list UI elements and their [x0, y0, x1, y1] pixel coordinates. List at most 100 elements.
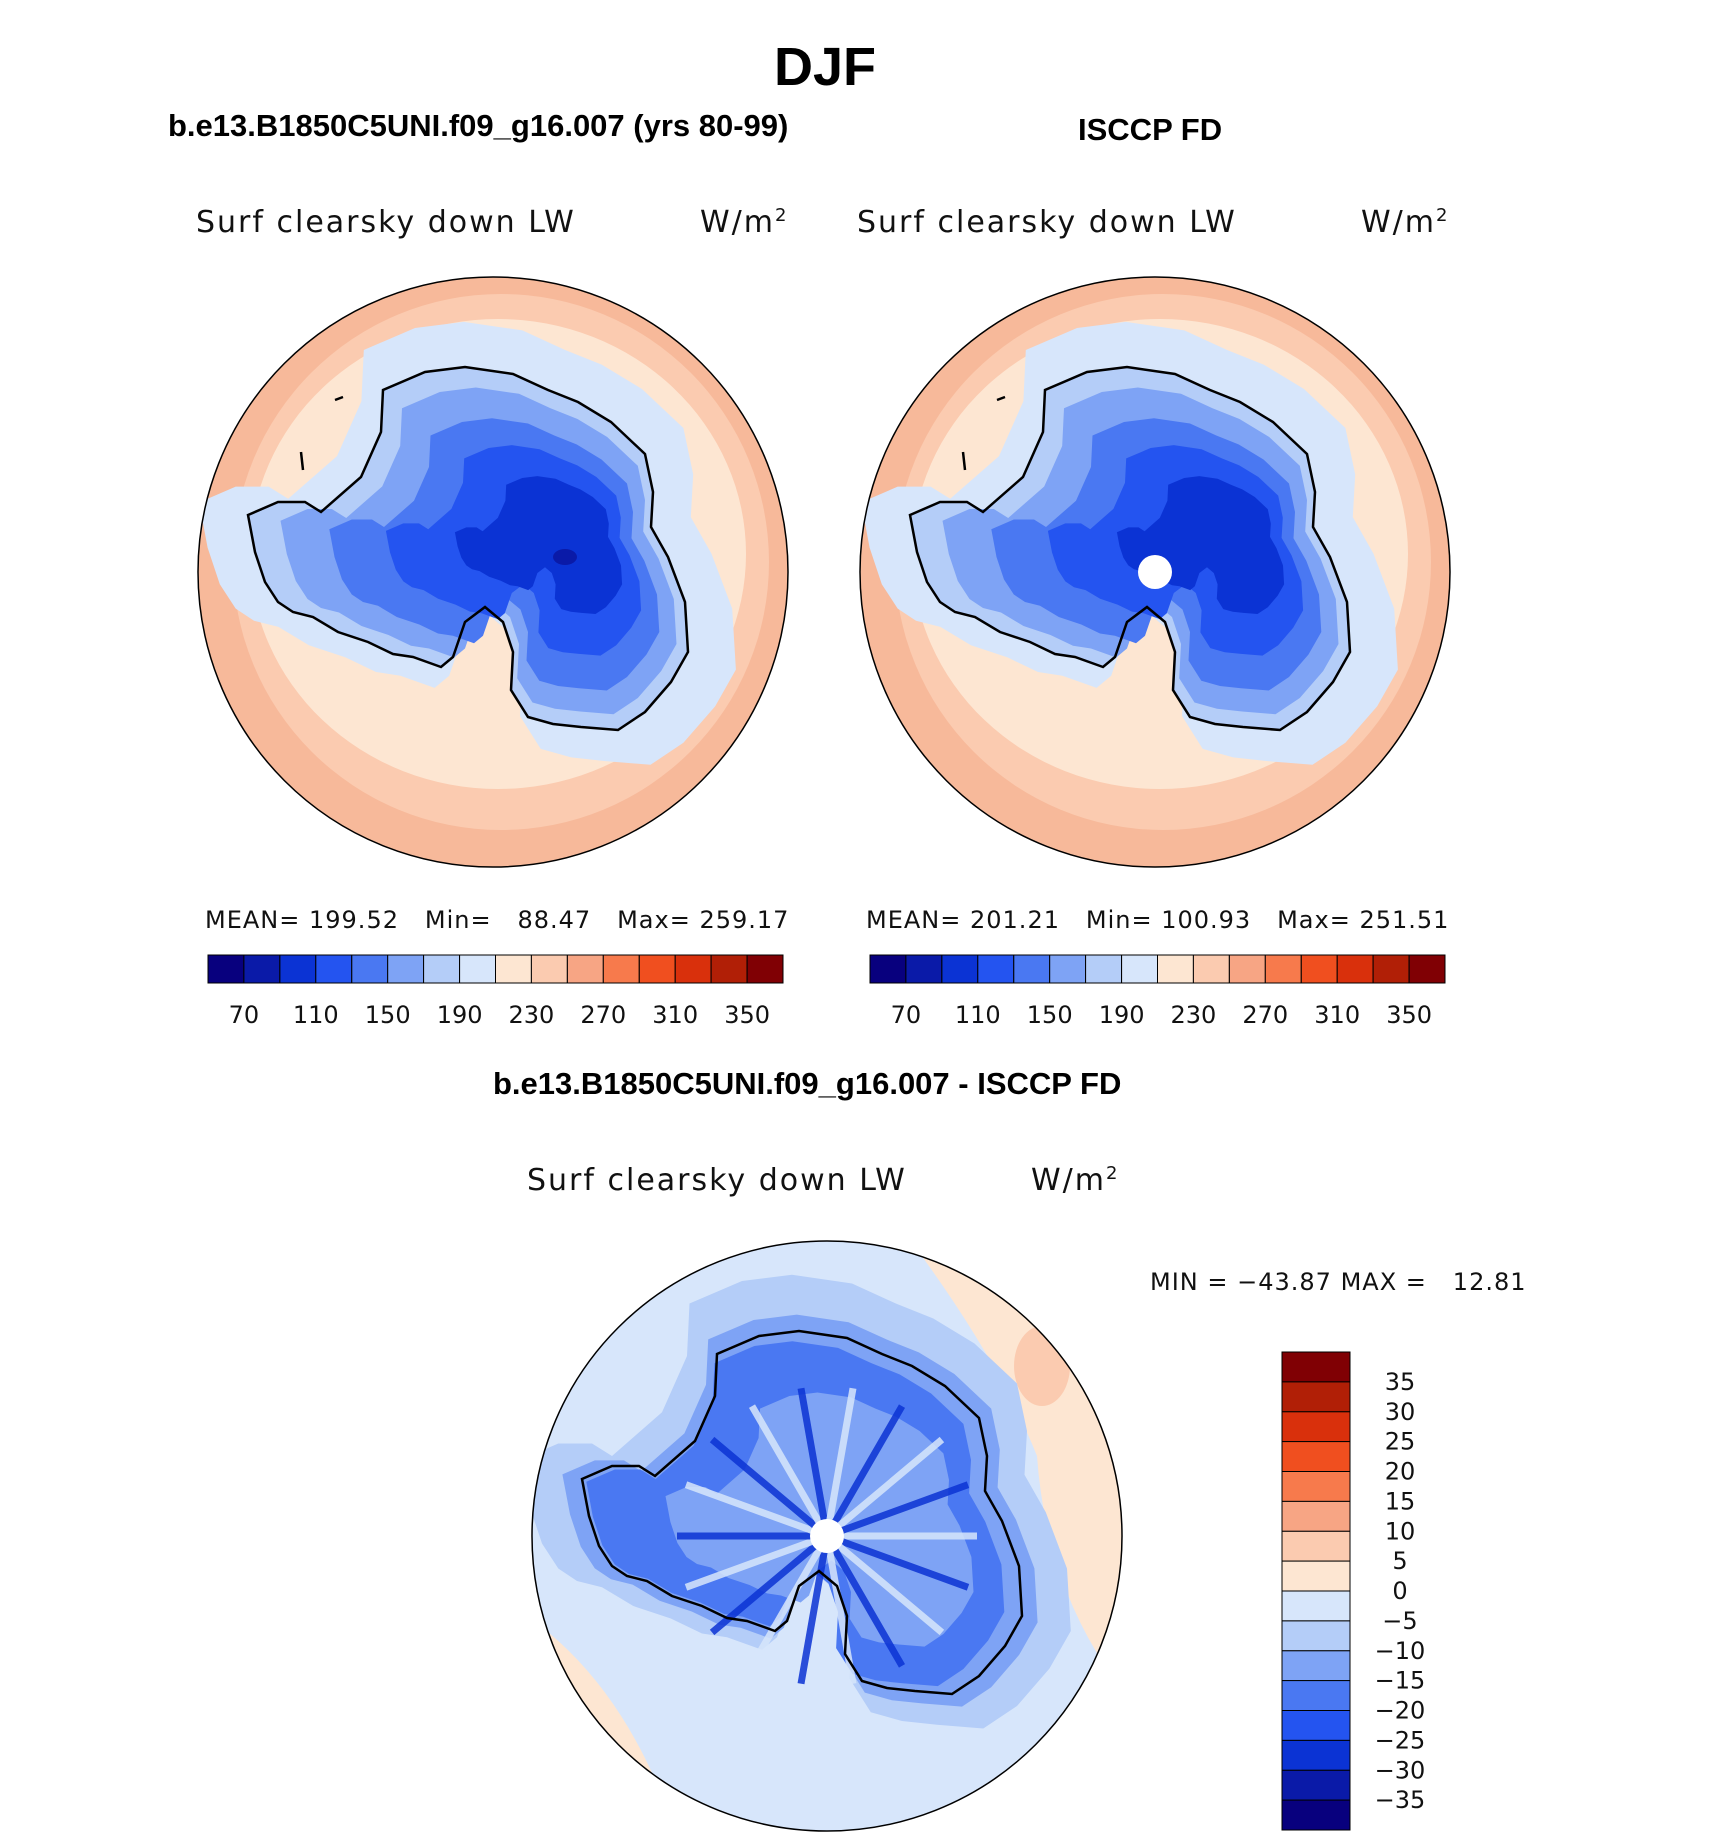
colorbar-box [1281, 1620, 1351, 1652]
colorbar-label: 150 [365, 1001, 411, 1029]
colorbar-box [1192, 954, 1230, 984]
radial-streak [797, 1535, 831, 1685]
colorbar-box [1281, 1351, 1351, 1383]
diff-units-label: W/m2 [1031, 1163, 1120, 1198]
radial-streak [824, 1533, 945, 1636]
map-border [531, 1240, 1123, 1832]
model-stats: MEAN= 199.52 Min= 88.47 Max= 259.17 [205, 906, 790, 934]
colorbar-box [279, 954, 317, 984]
colorbar-label: 150 [1027, 1001, 1073, 1029]
colorbar-box [1264, 954, 1302, 984]
colorbar-box [1281, 1590, 1351, 1622]
pole-hole [810, 1519, 844, 1553]
colorbar-label: 20 [1385, 1458, 1416, 1486]
colorbar-label: −25 [1375, 1726, 1426, 1754]
colorbar-label: 350 [724, 1001, 770, 1029]
colorbar-label: 0 [1392, 1577, 1407, 1605]
colorbar-label: −30 [1375, 1756, 1426, 1784]
colorbar-label: 190 [437, 1001, 483, 1029]
colorbar-label: 230 [1170, 1001, 1216, 1029]
colorbar-box [495, 954, 532, 984]
obs-units-label: W/m2 [1361, 205, 1450, 240]
colorbar-box [351, 954, 389, 984]
diff-stats: MIN = −43.87 MAX = 12.81 [1150, 1268, 1527, 1296]
radial-streak [709, 1533, 830, 1636]
colorbar-label: −20 [1375, 1697, 1426, 1725]
ice-interior [454, 476, 623, 614]
colorbar-box [1408, 954, 1446, 984]
colorbar-box [1281, 1471, 1351, 1502]
colorbar-box [1281, 1799, 1351, 1831]
radial-streak [684, 1532, 829, 1591]
map-border [859, 276, 1451, 868]
colorbar-label: 230 [508, 1001, 554, 1029]
radial-streak [825, 1532, 970, 1591]
model-map [198, 277, 788, 867]
coastline [246, 365, 690, 732]
colorbar-label: 10 [1385, 1517, 1416, 1545]
colorbar-label: 310 [652, 1001, 698, 1029]
colorbar-box [1157, 954, 1194, 984]
colorbar-box [602, 954, 640, 984]
model-units-label: W/m2 [700, 205, 789, 240]
colorbar-box [1281, 1680, 1351, 1711]
colorbar-label: 25 [1385, 1428, 1416, 1456]
colorbar-label: 190 [1099, 1001, 1145, 1029]
colorbar-box [1300, 954, 1338, 984]
diff-variable-label: Surf clearsky down LW [527, 1163, 907, 1198]
model-panel-title: b.e13.B1850C5UNI.f09_g16.007 (yrs 80-99) [168, 108, 789, 143]
colorbar-label: 350 [1386, 1001, 1432, 1029]
colorbar-label: 70 [229, 1001, 260, 1029]
obs-panel-title: ISCCP FD [1078, 112, 1223, 147]
colorbar-box [1281, 1381, 1351, 1413]
colorbar-box [459, 954, 497, 984]
colorbar-box [1121, 954, 1158, 984]
model-colorbar: 70 110 150 190 230 270 310 350 [207, 954, 784, 1029]
colorbar-box [566, 954, 604, 984]
colorbar-label: 270 [580, 1001, 626, 1029]
interior-minimum [553, 549, 577, 565]
ice-interior [1116, 476, 1285, 614]
obs-map [860, 277, 1450, 867]
colorbar-box [638, 954, 676, 984]
radial-streak [709, 1436, 830, 1539]
colorbar-box [1281, 1710, 1351, 1741]
colorbar-box [1281, 1560, 1351, 1592]
radial-streak [684, 1481, 829, 1540]
colorbar-label: 110 [293, 1001, 339, 1029]
radial-streak [823, 1404, 906, 1538]
radial-streak [748, 1534, 831, 1668]
obs-variable-label: Surf clearsky down LW [857, 205, 1237, 240]
colorbar-box [869, 954, 907, 984]
colorbar-label: −15 [1375, 1667, 1426, 1695]
colorbar-label: −5 [1382, 1607, 1417, 1635]
radial-streak [797, 1387, 831, 1537]
colorbar-box [1336, 954, 1374, 984]
radial-streak [823, 1387, 857, 1537]
obs-stats: MEAN= 201.21 Min= 100.93 Max= 251.51 [866, 906, 1450, 934]
colorbar-box [674, 954, 712, 984]
figure-title: DJF [773, 37, 876, 97]
colorbar-box [1281, 1769, 1351, 1801]
obs-colorbar: 70 110 150 190 230 270 310 350 [869, 954, 1446, 1029]
colorbar-box [387, 954, 425, 984]
map-border [197, 276, 789, 868]
model-variable-label: Surf clearsky down LW [196, 205, 576, 240]
colorbar-label: −35 [1375, 1786, 1426, 1814]
colorbar-box [315, 954, 353, 984]
colorbar-box [1049, 954, 1087, 984]
colorbar-box [423, 954, 461, 984]
colorbar-label: 110 [955, 1001, 1001, 1029]
colorbar-box [1085, 954, 1122, 984]
colorbar-box [1372, 954, 1410, 984]
colorbar-box [207, 954, 245, 984]
colorbar-box [1013, 954, 1051, 984]
sub-antarctic-islands [961, 395, 1006, 471]
colorbar-box [1228, 954, 1266, 984]
colorbar-box [1281, 1441, 1351, 1472]
colorbar-box [941, 954, 979, 984]
radial-streak [825, 1481, 970, 1540]
colorbar-box [1281, 1530, 1351, 1562]
